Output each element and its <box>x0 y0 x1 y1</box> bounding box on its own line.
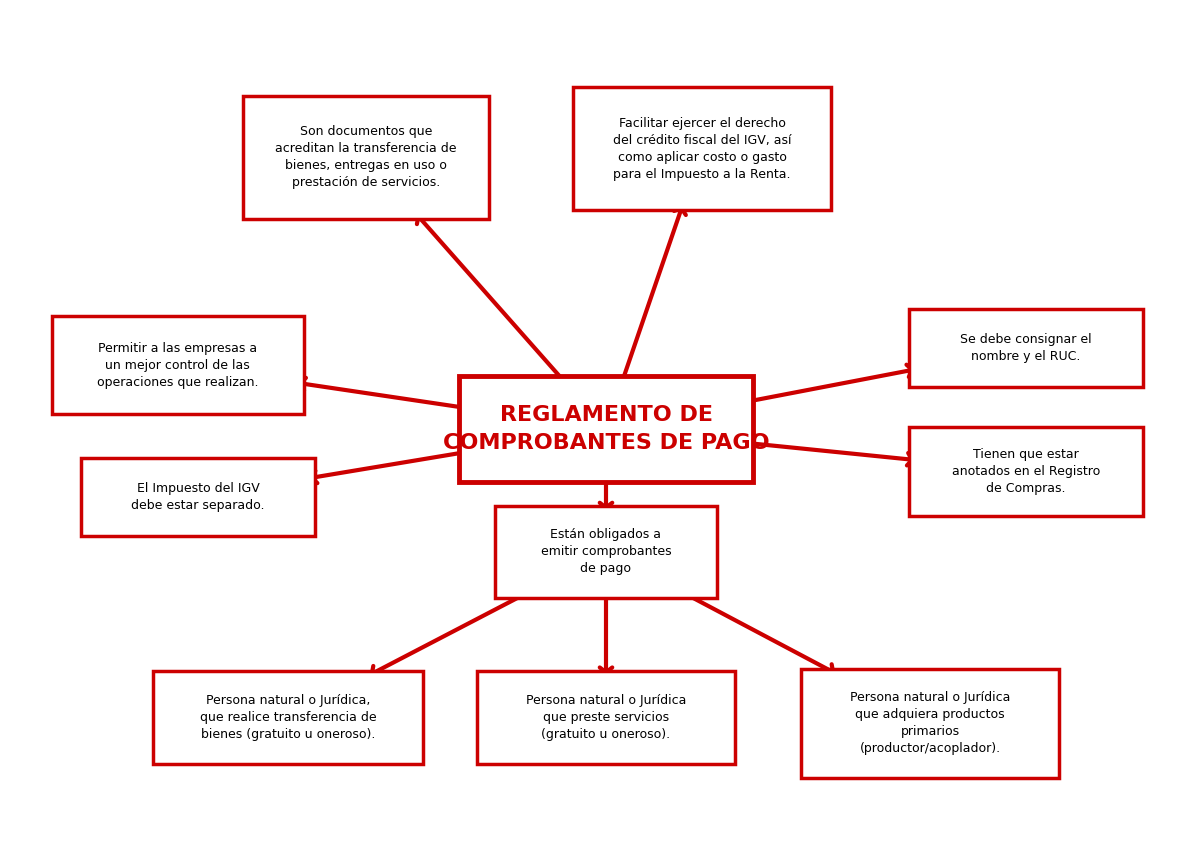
FancyBboxPatch shape <box>242 96 490 219</box>
Text: El Impuesto del IGV
debe estar separado.: El Impuesto del IGV debe estar separado. <box>131 481 265 512</box>
FancyBboxPatch shape <box>82 458 314 536</box>
FancyBboxPatch shape <box>52 317 304 414</box>
Text: Son documentos que
acreditan la transferencia de
bienes, entregas en uso o
prest: Son documentos que acreditan la transfer… <box>275 125 457 189</box>
Text: Facilitar ejercer el derecho
del crédito fiscal del IGV, así
como aplicar costo : Facilitar ejercer el derecho del crédito… <box>613 116 791 181</box>
Text: Están obligados a
emitir comprobantes
de pago: Están obligados a emitir comprobantes de… <box>541 528 671 576</box>
Text: Persona natural o Jurídica
que adquiera productos
primarios
(productor/acoplador: Persona natural o Jurídica que adquiera … <box>850 691 1010 756</box>
Text: Permitir a las empresas a
un mejor control de las
operaciones que realizan.: Permitir a las empresas a un mejor contr… <box>97 341 258 389</box>
Text: Se debe consignar el
nombre y el RUC.: Se debe consignar el nombre y el RUC. <box>960 333 1092 363</box>
FancyBboxPatch shape <box>478 671 734 764</box>
Text: Tienen que estar
anotados en el Registro
de Compras.: Tienen que estar anotados en el Registro… <box>952 447 1100 495</box>
Text: Persona natural o Jurídica
que preste servicios
(gratuito u oneroso).: Persona natural o Jurídica que preste se… <box>526 694 686 741</box>
FancyBboxPatch shape <box>496 506 716 598</box>
FancyBboxPatch shape <box>802 669 1060 778</box>
FancyBboxPatch shape <box>154 671 424 764</box>
FancyBboxPatch shape <box>910 427 1142 515</box>
FancyBboxPatch shape <box>458 375 754 482</box>
Text: REGLAMENTO DE
COMPROBANTES DE PAGO: REGLAMENTO DE COMPROBANTES DE PAGO <box>443 405 769 453</box>
FancyBboxPatch shape <box>574 87 830 211</box>
Text: Persona natural o Jurídica,
que realice transferencia de
bienes (gratuito u oner: Persona natural o Jurídica, que realice … <box>199 694 377 741</box>
FancyBboxPatch shape <box>910 309 1142 387</box>
